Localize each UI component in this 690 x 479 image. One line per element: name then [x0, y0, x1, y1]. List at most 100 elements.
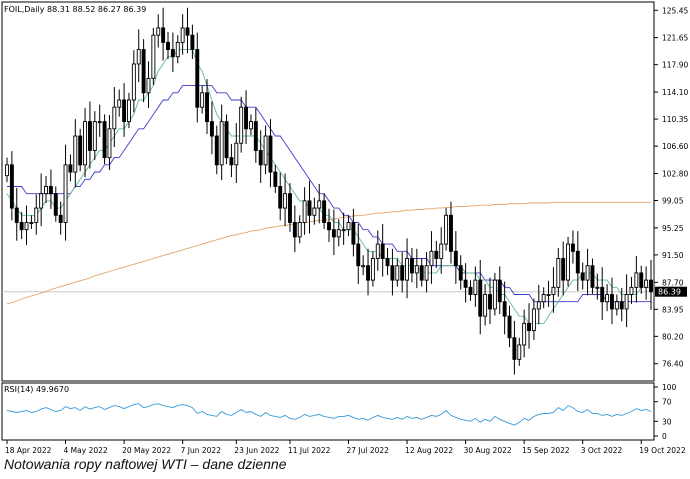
candle-body-down	[278, 186, 283, 209]
candle-body-down	[268, 135, 273, 173]
ma-mid-line	[7, 85, 651, 303]
candlestick	[361, 255, 366, 276]
candle-body-up	[551, 286, 556, 295]
candle-body-up	[614, 301, 619, 310]
candlestick	[458, 255, 463, 290]
candle-body-up	[239, 106, 244, 144]
candlestick	[317, 183, 322, 224]
candle-body-down	[610, 294, 614, 310]
candlestick	[190, 24, 195, 59]
candle-body-up	[180, 27, 185, 43]
candle-body-up	[546, 294, 551, 296]
candle-body-down	[409, 258, 414, 274]
candle-body-up	[585, 265, 590, 281]
candle-body-down	[419, 265, 424, 281]
candle-body-down	[385, 258, 390, 267]
candlestick	[522, 309, 527, 358]
candle-body-down	[258, 149, 263, 166]
candle-body-up	[341, 229, 346, 232]
candlestick	[614, 294, 619, 316]
candlestick	[644, 266, 649, 300]
candlestick	[629, 276, 634, 304]
candlestick	[122, 83, 127, 137]
candle-body-down	[400, 265, 405, 281]
candlestick	[39, 173, 44, 227]
date-tick-label: 30 Aug 2022	[464, 446, 512, 455]
candlestick	[297, 215, 302, 244]
last-price-marker: 86.39	[655, 286, 687, 297]
candlestick	[14, 187, 19, 241]
candlestick	[83, 107, 88, 178]
price-tick-label: 76.40	[662, 360, 684, 369]
candle-body-down	[351, 222, 356, 245]
candlestick	[405, 238, 410, 299]
price-tick-label: 106.60	[662, 142, 688, 151]
date-tick-label: 19 Oct 2022	[639, 446, 686, 455]
candlestick	[605, 284, 610, 312]
candle-body-down	[619, 301, 624, 310]
candlestick	[590, 258, 595, 294]
candlestick	[214, 125, 219, 175]
candlestick	[131, 50, 136, 113]
candlestick	[288, 183, 292, 232]
moving-average-lines	[6, 49, 651, 324]
candlestick	[649, 259, 653, 310]
candle-body-down	[497, 279, 502, 303]
rsi-plot-frame	[1, 382, 655, 441]
candle-body-up	[112, 106, 117, 130]
price-tick-label: 87.70	[662, 278, 684, 287]
candle-body-up	[644, 279, 649, 288]
candlestick	[580, 262, 585, 290]
candlestick	[205, 79, 209, 134]
date-tick-label: 27 Jul 2022	[347, 446, 390, 455]
price-tick-label: 110.35	[662, 115, 688, 124]
candlestick	[463, 263, 468, 303]
candle-body-up	[131, 63, 136, 101]
rsi-tick-label: 70	[662, 398, 672, 407]
candlestick	[390, 248, 395, 296]
candlestick	[634, 255, 639, 303]
candlestick	[87, 101, 92, 169]
candlestick	[517, 337, 522, 366]
candle-body-down	[561, 258, 566, 281]
candlestick	[600, 267, 605, 320]
candle-body-up	[405, 258, 410, 281]
candlestick	[5, 157, 9, 183]
candlestick	[331, 209, 336, 256]
candlestick	[161, 7, 166, 61]
candlestick	[531, 298, 536, 340]
candle-body-down	[468, 286, 473, 295]
candlestick	[566, 236, 571, 287]
candlestick	[156, 14, 161, 48]
candle-body-up	[473, 279, 478, 295]
main-plot-frame	[1, 1, 655, 382]
candle-body-down	[170, 49, 175, 58]
candlestick	[92, 111, 97, 160]
chart-title: FOIL,Daily 88.31 88.52 86.27 86.39	[4, 5, 146, 14]
date-tick-label: 23 Jun 2022	[234, 446, 279, 455]
candlestick	[44, 176, 48, 204]
candlestick	[375, 230, 380, 271]
date-tick-label: 18 Apr 2022	[5, 446, 52, 455]
candlestick	[58, 201, 63, 235]
candlestick	[24, 205, 29, 245]
candlestick	[244, 90, 249, 145]
candlestick	[541, 287, 546, 309]
candlestick	[619, 288, 624, 322]
candlestick	[492, 272, 497, 316]
candle-body-down	[458, 265, 463, 281]
candle-body-down	[331, 229, 336, 238]
candle-body-down	[570, 243, 575, 252]
candlestick	[356, 223, 361, 284]
candle-body-down	[590, 265, 595, 288]
ma-fast-line	[6, 49, 651, 324]
candlestick	[409, 248, 414, 283]
candle-body-up	[136, 49, 141, 65]
candlestick	[9, 151, 14, 221]
candle-body-up	[234, 142, 239, 166]
candlestick	[224, 114, 229, 165]
candlestick	[439, 227, 444, 274]
candle-body-up	[24, 222, 29, 231]
candle-body-up	[522, 322, 527, 346]
